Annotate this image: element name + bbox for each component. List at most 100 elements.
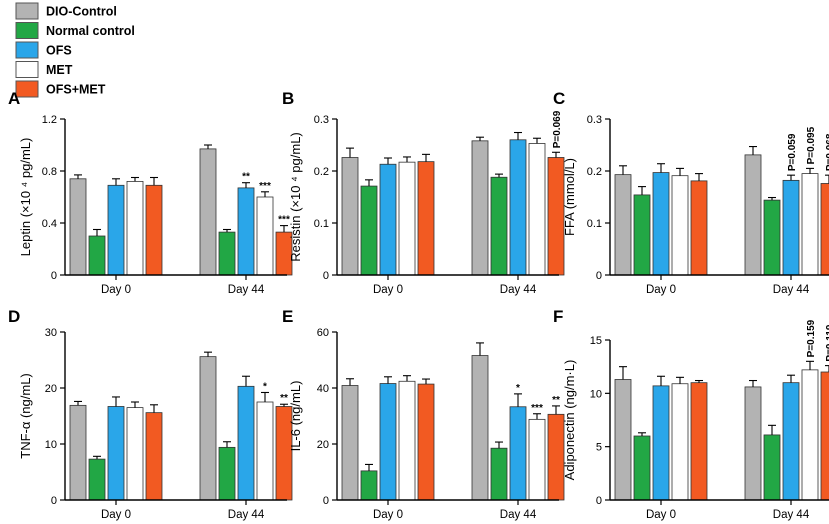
bar-ofs-met-0 [145, 184, 163, 276]
y-tick-label: 20 [317, 439, 329, 451]
bar-dio-control-0 [341, 385, 359, 501]
bar-ofs-0 [652, 172, 670, 276]
y-axis-label: Resistin (×10 ⁴ pg/mL) [288, 132, 303, 262]
bar-normal-control-0 [360, 470, 378, 501]
p-value-annotation: P=0.159 [806, 319, 817, 357]
bar-ofs-met-0 [417, 161, 435, 276]
panel-f: F Adiponectin (ng/m·L) 0 5 10 15 Day 0 Day 44 P=… [553, 307, 829, 521]
y-tick-label: 10 [45, 439, 57, 451]
panel-c: C FFA (mmol/L) 0 0.1 0.2 0.3 Day 0 Day 44 P=0.05… [553, 89, 829, 296]
legend-label-3: MET [46, 63, 73, 77]
y-tick-label: 15 [590, 335, 602, 347]
bar-dio-control-0 [341, 157, 359, 276]
bar-ofs-0 [379, 163, 397, 276]
panel-b: B Resistin (×10 ⁴ pg/mL) 0 0.1 0.2 0.3 Day 0 Da… [282, 89, 565, 296]
panel-letter: D [8, 307, 20, 326]
bar-ofs-0 [379, 383, 397, 501]
x-category-label: Day 0 [373, 284, 403, 296]
bar-met-0 [671, 383, 689, 501]
y-tick-label: 40 [317, 383, 329, 395]
bar-ofs-met-1 [820, 371, 829, 501]
bar-normal-control-1 [218, 231, 236, 276]
panel-letter: A [8, 89, 20, 108]
bar-met-1 [528, 143, 546, 276]
y-tick-label: 5 [596, 442, 602, 454]
p-value-annotation: P=0.095 [806, 126, 817, 164]
bar-dio-control-1 [199, 148, 217, 276]
significance-annotation: *** [278, 215, 290, 226]
bar-dio-control-1 [471, 355, 489, 501]
bar-ofs-0 [107, 406, 125, 501]
legend-swatch-2 [15, 41, 39, 59]
y-tick-label: 0 [51, 270, 57, 282]
bar-dio-control-1 [471, 140, 489, 276]
bar-dio-control-0 [614, 379, 632, 501]
y-tick-label: 0 [51, 495, 57, 507]
y-tick-label: 0 [596, 270, 602, 282]
bar-normal-control-0 [633, 194, 651, 276]
bar-dio-control-1 [744, 154, 762, 276]
legend: DIO-Control Normal control OFS MET OFS+MET [15, 2, 135, 98]
significance-annotation: ** [280, 393, 288, 404]
bar-ofs-1 [782, 179, 800, 276]
bar-met-1 [801, 369, 819, 501]
x-category-label: Day 0 [101, 509, 131, 521]
bar-normal-control-0 [633, 435, 651, 501]
panel-letter: C [553, 89, 565, 108]
bar-ofs-met-0 [690, 180, 708, 276]
bar-normal-control-0 [88, 235, 106, 276]
bar-ofs-met-0 [145, 412, 163, 501]
y-tick-label: 0.2 [587, 166, 602, 178]
bar-normal-control-1 [763, 199, 781, 276]
bar-ofs-met-0 [690, 382, 708, 501]
bar-ofs-1 [509, 139, 527, 276]
bar-met-0 [671, 175, 689, 276]
x-category-label: Day 44 [773, 284, 810, 296]
bar-dio-control-1 [744, 386, 762, 501]
significance-annotation: *** [531, 403, 543, 414]
y-tick-label: 0 [323, 495, 329, 507]
bar-normal-control-1 [763, 434, 781, 501]
bar-met-1 [801, 173, 819, 276]
y-tick-label: 0.1 [314, 218, 329, 230]
y-axis-label: FFA (mmol/L) [562, 158, 577, 236]
bar-dio-control-0 [69, 404, 87, 501]
bar-ofs-met-1 [820, 183, 829, 276]
bar-met-0 [126, 180, 144, 276]
significance-annotation: *** [259, 181, 271, 192]
bar-ofs-met-0 [417, 383, 435, 501]
x-category-label: Day 0 [646, 284, 676, 296]
bar-normal-control-0 [360, 185, 378, 276]
x-category-label: Day 44 [228, 509, 265, 521]
legend-label-2: OFS [46, 44, 72, 58]
y-tick-label: 0.8 [42, 166, 57, 178]
x-category-label: Day 0 [101, 284, 131, 296]
bar-ofs-1 [237, 385, 255, 501]
y-tick-label: 0 [323, 270, 329, 282]
significance-annotation: * [263, 381, 267, 392]
y-axis-label: IL-6 (ng/mL) [288, 381, 303, 452]
bar-met-0 [126, 407, 144, 501]
panel-letter: B [282, 89, 294, 108]
x-category-label: Day 0 [646, 509, 676, 521]
legend-label-4: OFS+MET [46, 83, 106, 97]
y-tick-label: 0.1 [587, 218, 602, 230]
bar-met-0 [398, 380, 416, 501]
bar-dio-control-0 [69, 178, 87, 276]
panel-letter: F [553, 307, 563, 326]
bar-ofs-0 [652, 385, 670, 501]
bar-ofs-1 [782, 382, 800, 501]
legend-swatch-0 [15, 2, 39, 20]
panel-a: A Leptin (×10 ⁴ pg/mL) 0 0.4 0.8 1.2 Day 0 Day … [8, 89, 293, 296]
legend-swatch-4 [15, 80, 39, 98]
panels: A Leptin (×10 ⁴ pg/mL) 0 0.4 0.8 1.2 Day 0 Day … [8, 89, 829, 521]
p-value-annotation: P=0.059 [787, 133, 798, 171]
bar-met-1 [256, 401, 274, 501]
p-value-annotation: P=0.119 [825, 324, 829, 361]
bar-dio-control-1 [199, 356, 217, 501]
x-category-label: Day 44 [500, 509, 537, 521]
y-tick-label: 0 [596, 495, 602, 507]
bar-ofs-1 [509, 406, 527, 501]
